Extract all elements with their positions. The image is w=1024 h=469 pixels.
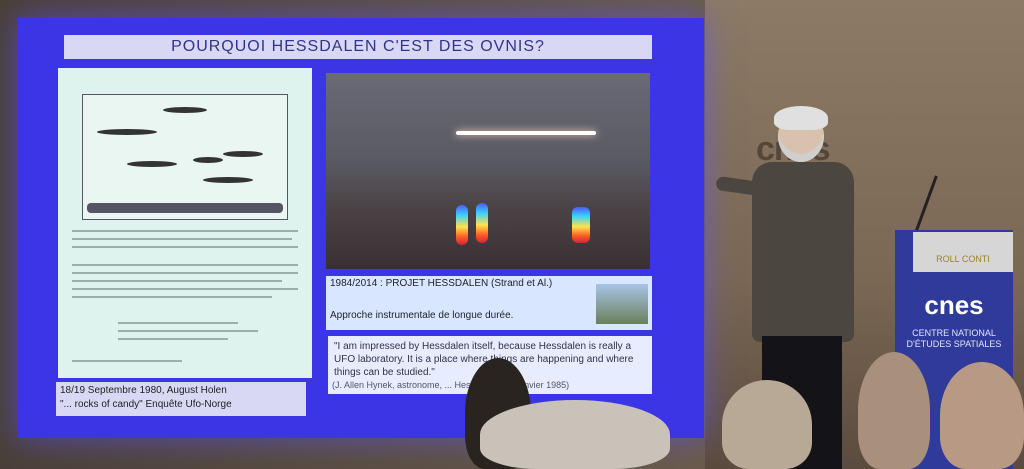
caption-line-1: 18/19 Septembre 1980, August Holen [60, 385, 227, 396]
name-tag: ROLL CONTI [913, 232, 1013, 272]
ufo-shape [223, 151, 263, 157]
light-spectrum [456, 205, 468, 245]
projection-screen: POURQUOI HESSDALEN C'EST DES OVNIS? 18/1… [18, 18, 704, 438]
audience-head [480, 400, 670, 469]
light-spectrum [572, 207, 590, 243]
station-thumbnail [596, 284, 648, 324]
text-line [72, 246, 298, 248]
quote-attribution: (J. Allen Hynek, astronome, ... Hessdale… [332, 380, 570, 390]
ufo-shape [97, 129, 157, 135]
ufo-shape [163, 107, 207, 113]
name-tag-text: ROLL CONTI [936, 254, 990, 264]
project-banner: 1984/2014 : PROJET HESSDALEN (Strand et … [326, 276, 652, 330]
light-streak [456, 131, 596, 135]
text-line [72, 360, 182, 362]
ground-line [87, 203, 283, 213]
text-line [72, 264, 298, 266]
night-sky-photo [326, 73, 650, 269]
text-line [72, 288, 298, 290]
ufo-shape [193, 157, 223, 163]
ufo-shape [127, 161, 177, 167]
light-spectrum [476, 203, 488, 243]
caption-line-2: "... rocks of candy" Enquête Ufo-Norge [60, 399, 232, 410]
project-title: 1984/2014 : PROJET HESSDALEN (Strand et … [330, 278, 553, 289]
hynek-quote: "I am impressed by Hessdalen itself, bec… [328, 336, 652, 394]
quote-text: "I am impressed by Hessdalen itself, bec… [334, 341, 634, 378]
speaker-hair [774, 106, 828, 130]
text-line [118, 322, 238, 324]
document-caption: 18/19 Septembre 1980, August Holen "... … [56, 382, 306, 416]
text-line [72, 230, 298, 232]
ufo-shape [203, 177, 253, 183]
audience-head [940, 362, 1024, 469]
text-line [72, 238, 292, 240]
text-line [118, 338, 228, 340]
text-line [118, 330, 258, 332]
audience-head [858, 352, 930, 469]
ufo-sketch [82, 94, 288, 220]
podium-subtitle-line-1: CENTRE NATIONAL [912, 328, 996, 338]
speaker-torso [752, 162, 854, 342]
podium-subtitle-line-2: D'ÉTUDES SPATIALES [906, 339, 1002, 349]
audience-head [722, 380, 812, 469]
text-line [72, 296, 272, 298]
slide-title: POURQUOI HESSDALEN C'EST DES OVNIS? [64, 35, 652, 59]
podium-logo: cnes [924, 290, 984, 320]
text-line [72, 280, 282, 282]
project-subtitle: Approche instrumentale de longue durée. [330, 310, 514, 321]
witness-document [58, 68, 312, 378]
podium-subtitle: CENTRE NATIONAL D'ÉTUDES SPATIALES [895, 328, 1013, 350]
text-line [72, 272, 298, 274]
